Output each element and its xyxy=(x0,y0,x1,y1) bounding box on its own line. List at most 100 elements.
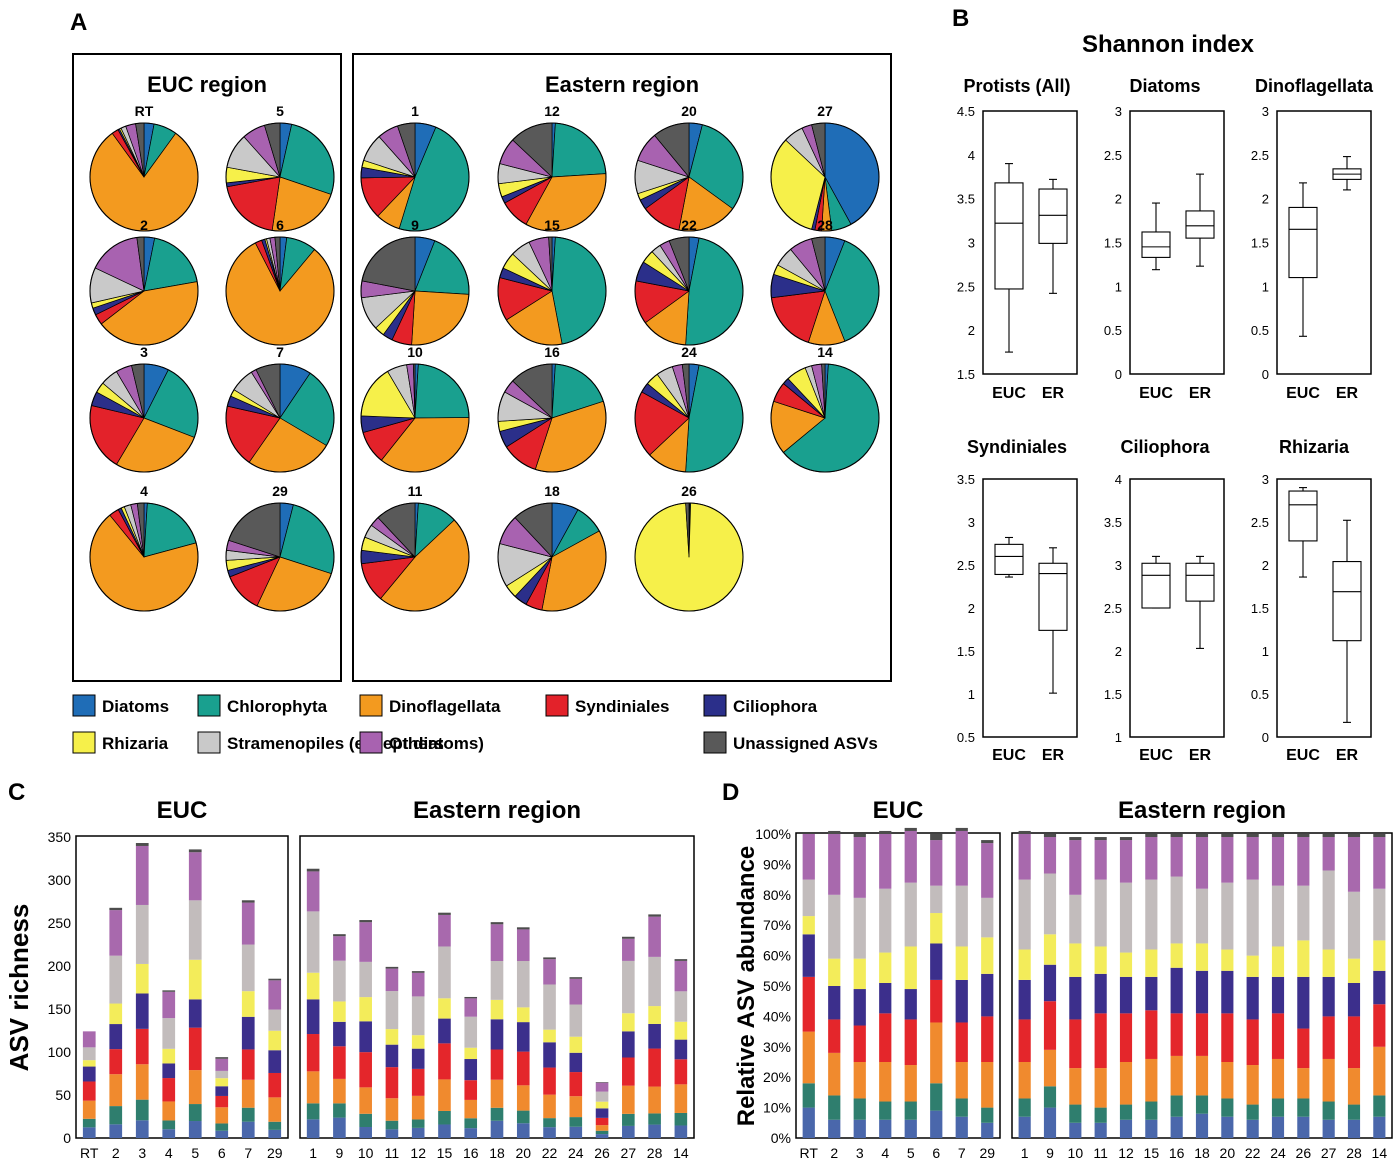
bar-seg-d-euc-2-0 xyxy=(828,1119,841,1138)
y-tick-c-0: 0 xyxy=(63,1130,71,1146)
bar-seg-c-eastern-region-1-4 xyxy=(306,999,320,1035)
x-tick-d-rt: RT xyxy=(800,1145,819,1161)
pie-outline-27 xyxy=(770,122,880,232)
bar-seg-d-eastern-region-20-0 xyxy=(1221,1116,1234,1138)
bar-seg-d-eastern-region-15-7 xyxy=(1145,837,1158,880)
bar-seg-c-eastern-region-16-1 xyxy=(464,1118,478,1129)
bar-seg-c-eastern-region-22-6 xyxy=(543,984,556,1030)
bar-seg-c-euc-2-7 xyxy=(109,910,123,956)
bar-seg-c-euc-3-8 xyxy=(135,843,149,846)
bar-seg-c-eastern-region-26-3 xyxy=(595,1117,609,1126)
boxplot-title-protists-all: Protists (All) xyxy=(963,76,1070,96)
bar-seg-c-eastern-region-24-5 xyxy=(569,1036,583,1053)
legend-label-others: Others xyxy=(389,734,444,753)
bar-seg-c-euc-5-4 xyxy=(188,999,202,1028)
bar-seg-d-eastern-region-27-5 xyxy=(1322,949,1335,977)
bar-seg-d-euc-2-8 xyxy=(828,830,841,834)
bar-seg-c-eastern-region-1-3 xyxy=(306,1034,320,1072)
legend-swatch-chlorophyta xyxy=(197,694,221,717)
bar-seg-d-euc-5-2 xyxy=(904,1065,917,1102)
bar-seg-d-euc-6-3 xyxy=(930,979,943,1023)
x-tick-c-12: 12 xyxy=(410,1145,426,1161)
bar-seg-d-eastern-region-18-8 xyxy=(1195,834,1209,838)
bar-seg-c-eastern-region-26-8 xyxy=(595,1082,609,1083)
bar-seg-c-eastern-region-11-1 xyxy=(385,1120,399,1130)
bar-seg-d-eastern-region-14-7 xyxy=(1373,837,1386,889)
boxplot-tick-rhizaria: 0.5 xyxy=(1251,687,1269,702)
legend-swatch-dinoflagellata xyxy=(359,694,383,717)
bar-seg-c-eastern-region-20-1 xyxy=(516,1110,530,1124)
boxplot-tick-protists-all: 2 xyxy=(968,323,975,338)
bar-seg-c-eastern-region-12-6 xyxy=(411,996,425,1036)
bar-seg-d-eastern-region-27-6 xyxy=(1322,870,1335,950)
box-protists-all-er xyxy=(1038,188,1068,244)
bar-seg-d-eastern-region-11-1 xyxy=(1094,1107,1107,1123)
bar-seg-d-euc-2-1 xyxy=(828,1095,841,1120)
boxplot-tick-syndiniales: 1 xyxy=(968,687,975,702)
legend-label-unassigned: Unassigned ASVs xyxy=(733,734,878,753)
y-tick-c-250: 250 xyxy=(48,915,72,931)
bar-seg-d-eastern-region-11-8 xyxy=(1094,837,1107,841)
bar-seg-c-eastern-region-18-0 xyxy=(490,1120,504,1138)
bar-seg-c-euc-29-8 xyxy=(268,978,282,981)
bar-seg-d-eastern-region-11-0 xyxy=(1094,1122,1107,1138)
x-tick-c-3: 3 xyxy=(138,1145,146,1161)
bar-seg-c-euc-2-0 xyxy=(109,1124,123,1138)
bar-seg-d-euc-7-0 xyxy=(955,1116,968,1138)
bar-seg-d-euc-3-6 xyxy=(853,897,866,959)
x-tick-d-9: 9 xyxy=(1046,1145,1054,1161)
bar-seg-d-eastern-region-28-5 xyxy=(1347,958,1361,983)
bar-seg-d-euc-3-1 xyxy=(853,1098,866,1120)
bar-seg-d-euc-2-3 xyxy=(828,1019,841,1053)
bar-seg-d-eastern-region-10-0 xyxy=(1069,1122,1082,1138)
bar-seg-d-eastern-region-24-5 xyxy=(1271,946,1285,977)
boxplot-tick-ciliophora: 3.5 xyxy=(1104,515,1122,530)
bar-seg-c-eastern-region-16-0 xyxy=(464,1128,478,1138)
bar-seg-d-eastern-region-16-5 xyxy=(1170,943,1183,968)
bar-seg-d-eastern-region-18-6 xyxy=(1195,888,1209,944)
boxplot-tick-dinoflagellata: 2.5 xyxy=(1251,148,1269,163)
bar-seg-c-eastern-region-10-4 xyxy=(359,1021,372,1053)
box-diatoms-er xyxy=(1185,210,1215,239)
pie-slice-15-chlorophyta xyxy=(551,236,607,345)
bar-seg-c-euc-6-0 xyxy=(215,1130,229,1138)
bar-seg-d-euc-29-3 xyxy=(981,1016,994,1062)
boxplot-tick-rhizaria: 0 xyxy=(1262,730,1269,745)
bar-seg-d-euc-6-8 xyxy=(930,834,943,841)
bar-seg-d-eastern-region-26-0 xyxy=(1297,1116,1310,1138)
bar-seg-c-euc-29-3 xyxy=(268,1072,282,1098)
bar-seg-d-euc-2-2 xyxy=(828,1052,841,1096)
pie-station-label-3: 3 xyxy=(140,344,148,360)
bar-seg-d-eastern-region-24-2 xyxy=(1271,1058,1285,1099)
bar-seg-c-euc-rt-4 xyxy=(82,1066,96,1082)
x-tick-c-7: 7 xyxy=(244,1145,252,1161)
x-tick-d-2: 2 xyxy=(830,1145,838,1161)
bar-seg-d-eastern-region-9-5 xyxy=(1043,934,1057,965)
boxplot-title-rhizaria: Rhizaria xyxy=(1279,437,1350,457)
bar-seg-c-euc-7-2 xyxy=(241,1079,255,1108)
bar-seg-d-euc-4-1 xyxy=(879,1101,892,1120)
boxplot-tick-protists-all: 3 xyxy=(968,236,975,251)
bar-seg-d-eastern-region-14-5 xyxy=(1373,940,1386,971)
bar-seg-c-eastern-region-18-6 xyxy=(490,960,504,1000)
bar-seg-d-eastern-region-16-8 xyxy=(1170,834,1183,838)
y-tick-c-50: 50 xyxy=(55,1087,71,1103)
x-tick-c-10: 10 xyxy=(358,1145,374,1161)
legend-label-syndiniales: Syndiniales xyxy=(575,697,669,716)
bar-seg-c-eastern-region-14-5 xyxy=(674,1021,688,1040)
legend-swatch-stramenopiles xyxy=(197,731,221,754)
bar-seg-c-eastern-region-1-7 xyxy=(306,871,320,912)
pie-group-frame-eastern-region xyxy=(352,53,892,682)
pie-outline-1 xyxy=(360,122,470,232)
bar-seg-c-eastern-region-24-4 xyxy=(569,1052,583,1073)
bar-seg-c-eastern-region-26-6 xyxy=(595,1091,609,1102)
bar-seg-c-euc-29-1 xyxy=(268,1121,282,1130)
bar-seg-d-eastern-region-11-7 xyxy=(1094,840,1107,880)
bar-seg-c-eastern-region-16-2 xyxy=(464,1099,478,1119)
x-tick-c-1: 1 xyxy=(309,1145,317,1161)
bar-seg-d-eastern-region-27-4 xyxy=(1322,976,1335,1017)
bar-seg-c-eastern-region-27-0 xyxy=(622,1125,635,1138)
bar-seg-d-eastern-region-12-1 xyxy=(1119,1104,1133,1120)
pie-station-label-7: 7 xyxy=(276,344,284,360)
